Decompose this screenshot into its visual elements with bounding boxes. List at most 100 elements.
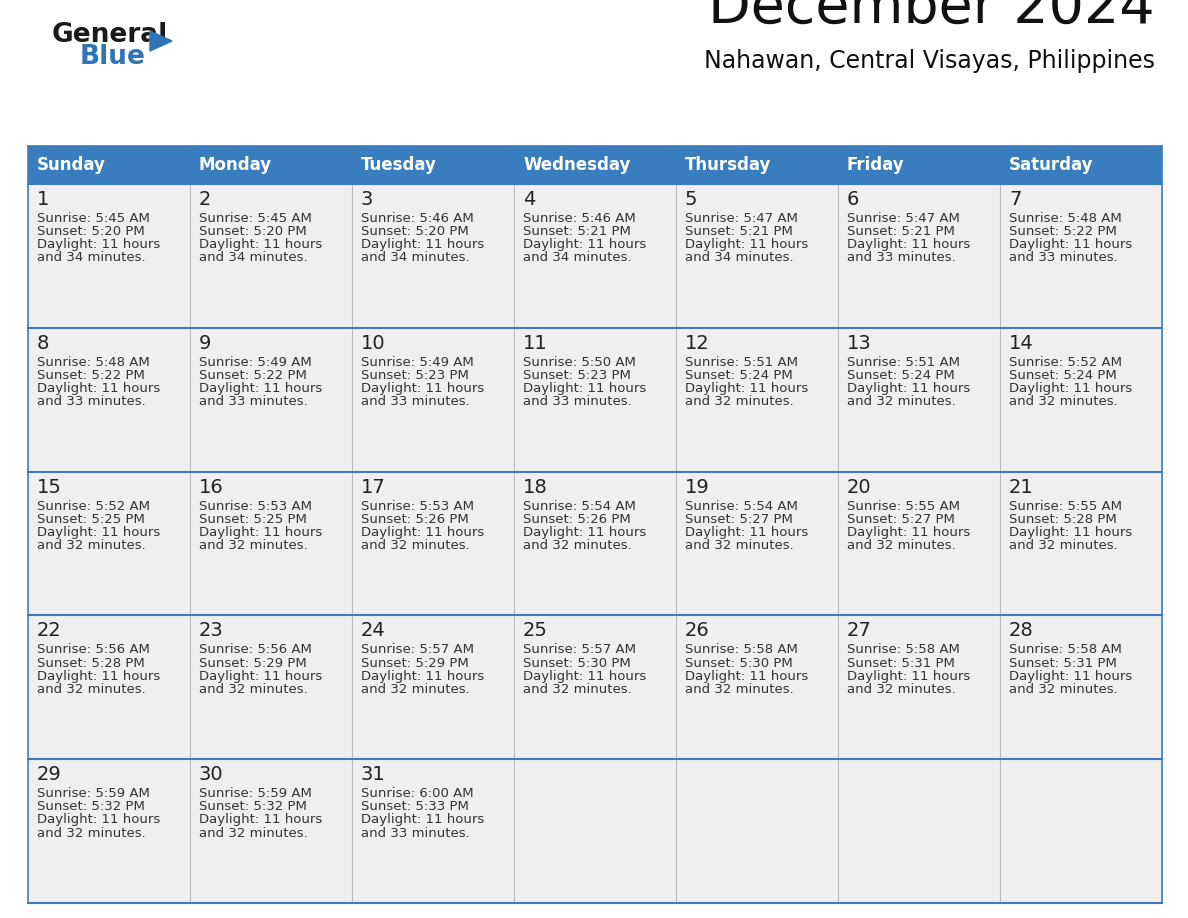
- Text: and 32 minutes.: and 32 minutes.: [1009, 683, 1118, 696]
- Text: 8: 8: [37, 334, 50, 353]
- Bar: [514, 184, 676, 328]
- Text: Blue: Blue: [80, 44, 146, 70]
- Text: 1: 1: [37, 190, 50, 209]
- Text: Daylight: 11 hours: Daylight: 11 hours: [847, 526, 971, 539]
- Text: and 34 minutes.: and 34 minutes.: [685, 252, 794, 264]
- Text: Sunset: 5:31 PM: Sunset: 5:31 PM: [847, 656, 955, 669]
- Text: Sunset: 5:22 PM: Sunset: 5:22 PM: [1009, 225, 1117, 238]
- Text: 7: 7: [1009, 190, 1022, 209]
- Text: Daylight: 11 hours: Daylight: 11 hours: [361, 669, 485, 683]
- Text: 31: 31: [361, 766, 386, 784]
- Text: and 32 minutes.: and 32 minutes.: [847, 539, 956, 552]
- Text: 5: 5: [685, 190, 697, 209]
- Text: Daylight: 11 hours: Daylight: 11 hours: [1009, 238, 1132, 252]
- Text: Friday: Friday: [847, 156, 904, 174]
- Text: Sunrise: 5:59 AM: Sunrise: 5:59 AM: [200, 788, 312, 800]
- Text: and 33 minutes.: and 33 minutes.: [847, 252, 956, 264]
- Bar: [29, 146, 1162, 184]
- Bar: [190, 759, 352, 903]
- Text: Sunset: 5:24 PM: Sunset: 5:24 PM: [847, 369, 955, 382]
- Bar: [1000, 759, 1162, 903]
- Text: Sunset: 5:27 PM: Sunset: 5:27 PM: [847, 513, 955, 526]
- Text: 4: 4: [523, 190, 536, 209]
- Text: Daylight: 11 hours: Daylight: 11 hours: [523, 526, 646, 539]
- Text: General: General: [52, 22, 169, 48]
- Text: Thursday: Thursday: [685, 156, 771, 174]
- Text: and 32 minutes.: and 32 minutes.: [37, 539, 146, 552]
- Text: 16: 16: [200, 477, 223, 497]
- Text: Sunset: 5:33 PM: Sunset: 5:33 PM: [361, 800, 469, 813]
- Text: Sunrise: 5:46 AM: Sunrise: 5:46 AM: [361, 212, 474, 225]
- Text: Daylight: 11 hours: Daylight: 11 hours: [1009, 669, 1132, 683]
- Text: Sunset: 5:25 PM: Sunset: 5:25 PM: [37, 513, 145, 526]
- Bar: [29, 328, 190, 472]
- Text: Daylight: 11 hours: Daylight: 11 hours: [523, 238, 646, 252]
- Text: 13: 13: [847, 334, 872, 353]
- Text: Daylight: 11 hours: Daylight: 11 hours: [685, 669, 808, 683]
- Text: 24: 24: [361, 621, 386, 641]
- Text: and 32 minutes.: and 32 minutes.: [523, 539, 632, 552]
- Text: Sunrise: 5:58 AM: Sunrise: 5:58 AM: [685, 644, 798, 656]
- Text: Sunset: 5:20 PM: Sunset: 5:20 PM: [37, 225, 145, 238]
- Text: 2: 2: [200, 190, 211, 209]
- Bar: [29, 184, 190, 328]
- Bar: [676, 472, 838, 615]
- Text: and 34 minutes.: and 34 minutes.: [523, 252, 632, 264]
- Bar: [352, 615, 514, 759]
- Text: Sunset: 5:30 PM: Sunset: 5:30 PM: [685, 656, 792, 669]
- Text: Sunrise: 5:49 AM: Sunrise: 5:49 AM: [200, 356, 311, 369]
- Text: Sunrise: 5:58 AM: Sunrise: 5:58 AM: [1009, 644, 1121, 656]
- Bar: [1000, 328, 1162, 472]
- Text: Sunset: 5:21 PM: Sunset: 5:21 PM: [685, 225, 792, 238]
- Text: and 33 minutes.: and 33 minutes.: [37, 395, 146, 409]
- Text: Sunset: 5:22 PM: Sunset: 5:22 PM: [37, 369, 145, 382]
- Text: and 32 minutes.: and 32 minutes.: [847, 683, 956, 696]
- Bar: [514, 472, 676, 615]
- Bar: [514, 328, 676, 472]
- Text: Sunrise: 5:45 AM: Sunrise: 5:45 AM: [200, 212, 312, 225]
- Text: Sunrise: 5:49 AM: Sunrise: 5:49 AM: [361, 356, 474, 369]
- Text: Sunrise: 5:46 AM: Sunrise: 5:46 AM: [523, 212, 636, 225]
- Text: and 33 minutes.: and 33 minutes.: [523, 395, 632, 409]
- Text: December 2024: December 2024: [708, 0, 1155, 35]
- Text: 11: 11: [523, 334, 548, 353]
- Text: and 32 minutes.: and 32 minutes.: [685, 539, 794, 552]
- Text: Sunrise: 5:47 AM: Sunrise: 5:47 AM: [847, 212, 960, 225]
- Text: Sunrise: 5:48 AM: Sunrise: 5:48 AM: [1009, 212, 1121, 225]
- Text: Daylight: 11 hours: Daylight: 11 hours: [200, 238, 322, 252]
- Text: Sunset: 5:32 PM: Sunset: 5:32 PM: [37, 800, 145, 813]
- Text: 10: 10: [361, 334, 386, 353]
- Text: Sunrise: 5:47 AM: Sunrise: 5:47 AM: [685, 212, 798, 225]
- Bar: [190, 328, 352, 472]
- Text: Sunrise: 5:45 AM: Sunrise: 5:45 AM: [37, 212, 150, 225]
- Text: Daylight: 11 hours: Daylight: 11 hours: [200, 526, 322, 539]
- Text: Daylight: 11 hours: Daylight: 11 hours: [37, 813, 160, 826]
- Text: Sunset: 5:29 PM: Sunset: 5:29 PM: [361, 656, 469, 669]
- Text: Sunrise: 5:55 AM: Sunrise: 5:55 AM: [847, 499, 960, 512]
- Text: 27: 27: [847, 621, 872, 641]
- Bar: [838, 615, 1000, 759]
- Text: Sunrise: 5:55 AM: Sunrise: 5:55 AM: [1009, 499, 1121, 512]
- Text: Sunrise: 5:48 AM: Sunrise: 5:48 AM: [37, 356, 150, 369]
- Text: 20: 20: [847, 477, 872, 497]
- Bar: [190, 472, 352, 615]
- Text: Sunset: 5:26 PM: Sunset: 5:26 PM: [523, 513, 631, 526]
- Bar: [352, 184, 514, 328]
- Text: Daylight: 11 hours: Daylight: 11 hours: [361, 526, 485, 539]
- Text: Sunset: 5:20 PM: Sunset: 5:20 PM: [200, 225, 307, 238]
- Text: Daylight: 11 hours: Daylight: 11 hours: [37, 382, 160, 395]
- Text: Sunrise: 5:51 AM: Sunrise: 5:51 AM: [685, 356, 798, 369]
- Text: Wednesday: Wednesday: [523, 156, 631, 174]
- Text: 12: 12: [685, 334, 709, 353]
- Text: Sunrise: 5:56 AM: Sunrise: 5:56 AM: [200, 644, 312, 656]
- Bar: [1000, 184, 1162, 328]
- Text: Daylight: 11 hours: Daylight: 11 hours: [685, 382, 808, 395]
- Bar: [1000, 615, 1162, 759]
- Text: and 32 minutes.: and 32 minutes.: [37, 683, 146, 696]
- Text: Daylight: 11 hours: Daylight: 11 hours: [847, 382, 971, 395]
- Text: Daylight: 11 hours: Daylight: 11 hours: [523, 669, 646, 683]
- Text: and 33 minutes.: and 33 minutes.: [361, 826, 469, 840]
- Text: and 32 minutes.: and 32 minutes.: [1009, 395, 1118, 409]
- Text: 21: 21: [1009, 477, 1034, 497]
- Bar: [838, 184, 1000, 328]
